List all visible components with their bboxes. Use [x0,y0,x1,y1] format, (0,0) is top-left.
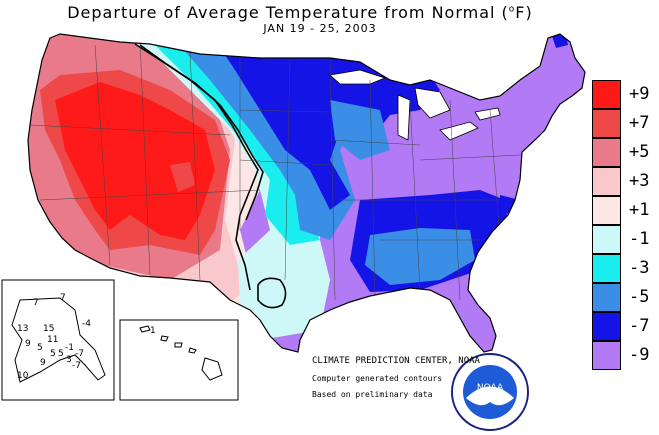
legend-swatch [592,138,621,167]
legend-label: +5 [629,142,650,162]
conus-outline [27,33,586,353]
alaska-label: 5 [37,343,43,353]
legend-label: +7 [629,113,650,133]
alaska-label: 15 [43,324,54,334]
legend-label: -5 [629,287,650,307]
credit-line1: Computer generated contours [312,374,443,383]
alaska-label: 7 [60,293,66,303]
map-date-range: JAN 19 - 25, 2003 [263,22,377,35]
alaska-label: -7 [75,349,84,359]
alaska-inset [1,279,115,401]
legend-label: -1 [629,229,650,249]
credit-line2: Based on preliminary data [312,390,433,399]
alaska-label: -4 [82,319,91,329]
legend-swatch [592,109,621,138]
alaska-label: 7 [33,298,39,308]
great-lakes [329,69,501,141]
alaska-label: 13 [17,324,28,334]
alaska-label: -1 [65,343,74,353]
hawaii-label: 1 [150,326,156,336]
map-title: Departure of Average Temperature from No… [67,3,533,22]
legend-swatch [592,312,621,341]
alaska-contour-labels: 13 15 11 9 5 -4 -7 -1 7 10 9 5 5 3 -7 7 [17,293,91,381]
legend-label: +3 [629,171,650,191]
credit-center: CLIMATE PREDICTION CENTER, NOAA [312,356,480,366]
alaska-label: 5 [50,349,56,359]
legend-label: +1 [629,200,650,220]
alaska-label: 3 [66,355,72,365]
noaa-logo: NOAA [451,353,529,431]
legend-label: -9 [629,345,650,365]
legend-swatch [592,196,621,225]
legend-swatch [592,225,621,254]
noaa-logo-text: NOAA [477,383,504,393]
alaska-label: 5 [58,349,64,359]
legend-swatch [592,341,621,370]
alaska-label: 9 [40,358,46,368]
legend-label: +9 [629,84,650,104]
legend-label: -7 [629,316,650,336]
zero-contour-lines [134,43,287,309]
legend-swatch [592,167,621,196]
legend-swatch [592,283,621,312]
state-boundaries [29,39,521,301]
alaska-label: 9 [25,339,31,349]
alaska-label: -7 [72,361,81,371]
alaska-label: 11 [47,335,58,345]
legend-swatch [592,80,621,109]
legend-swatch [592,254,621,283]
legend-label: -3 [629,258,650,278]
hawaii-inset: 1 [119,319,239,401]
alaska-label: 10 [17,371,29,381]
